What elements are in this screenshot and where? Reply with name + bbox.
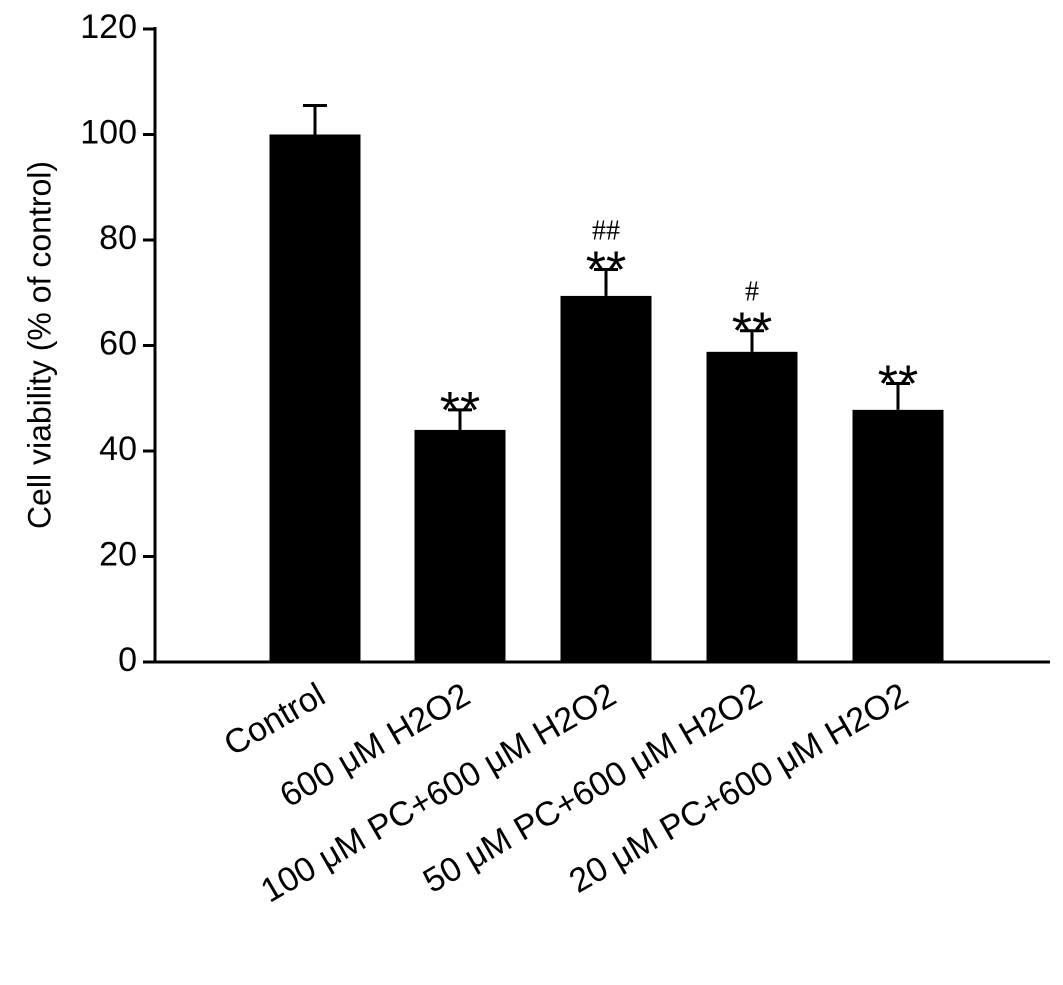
- significance-hash: #: [745, 277, 759, 308]
- significance-star: **: [586, 242, 626, 300]
- y-tick-label: 20: [99, 535, 137, 573]
- significance-star: **: [878, 355, 918, 413]
- y-axis-label: Cell viability (% of control): [21, 161, 57, 529]
- significance-star: **: [440, 382, 480, 440]
- x-tick-label: Control: [218, 676, 332, 764]
- significance-star: **: [732, 303, 772, 361]
- y-tick-label: 40: [99, 430, 137, 468]
- y-tick-label: 80: [99, 219, 137, 257]
- y-tick-label: 60: [99, 324, 137, 362]
- y-tick-label: 0: [118, 641, 137, 679]
- bar: [706, 351, 798, 662]
- bar: [852, 409, 944, 662]
- bar: [269, 134, 361, 662]
- bar: [414, 429, 506, 662]
- bar: [560, 295, 652, 662]
- y-tick-label: 120: [80, 8, 137, 46]
- y-tick-label: 100: [80, 113, 137, 151]
- significance-hash: ##: [592, 216, 620, 247]
